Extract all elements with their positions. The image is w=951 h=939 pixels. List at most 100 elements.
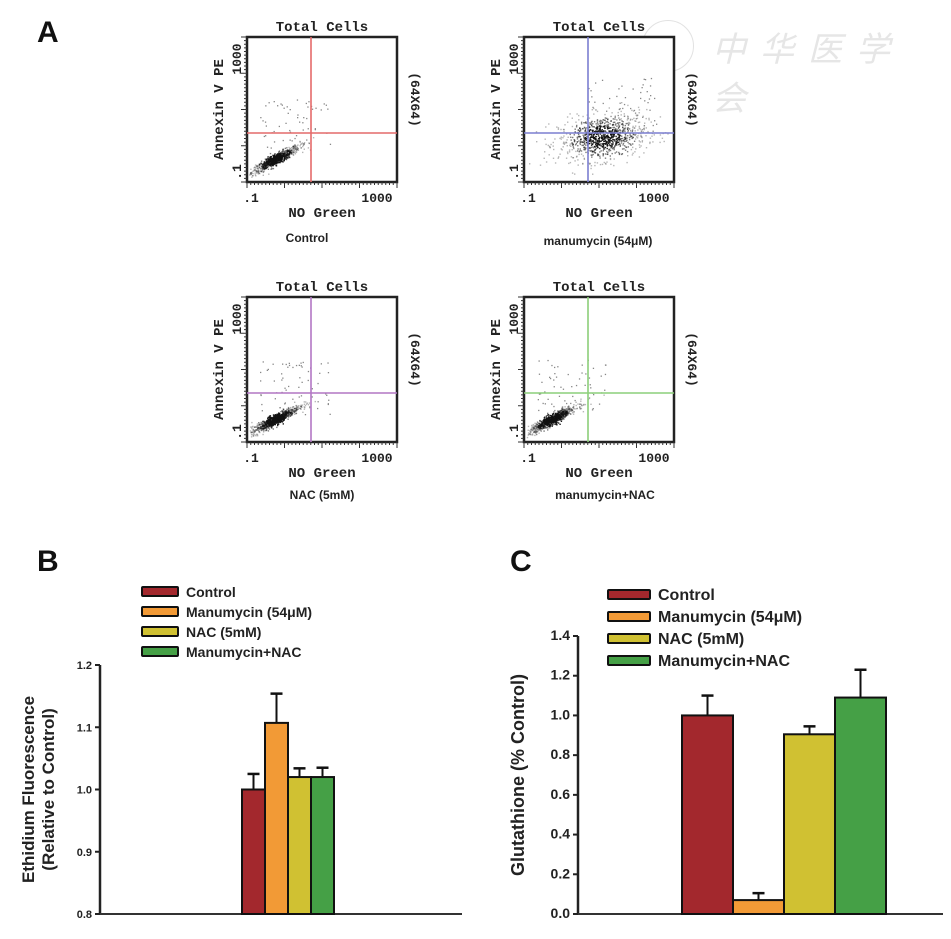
data-point	[281, 421, 284, 423]
data-point	[574, 160, 576, 162]
data-point	[306, 139, 308, 141]
data-point	[305, 403, 308, 405]
data-point	[258, 167, 260, 169]
data-point	[302, 129, 304, 131]
data-point	[260, 160, 263, 162]
data-point	[286, 408, 288, 410]
data-point	[261, 428, 263, 430]
data-point	[532, 428, 535, 430]
data-point	[533, 428, 535, 430]
data-point	[534, 425, 536, 427]
data-point	[327, 372, 330, 374]
data-point	[258, 166, 261, 169]
data-point	[637, 114, 639, 116]
data-point	[284, 387, 286, 389]
data-point	[597, 146, 599, 149]
data-point	[284, 158, 287, 160]
data-point	[267, 156, 269, 158]
data-point	[282, 411, 284, 413]
data-point	[568, 149, 571, 151]
data-point	[559, 411, 561, 413]
data-point	[612, 148, 614, 150]
data-point	[624, 97, 627, 99]
data-point	[627, 122, 629, 125]
data-point	[593, 134, 595, 136]
data-point	[602, 130, 605, 132]
data-point	[580, 121, 583, 123]
data-point	[281, 379, 283, 381]
data-point	[627, 155, 629, 157]
data-point	[282, 148, 285, 150]
data-point	[309, 407, 311, 409]
data-point	[611, 145, 613, 147]
data-point	[613, 133, 615, 136]
data-point	[302, 122, 304, 124]
data-point	[258, 427, 261, 429]
data-point	[539, 393, 542, 395]
data-point	[563, 143, 566, 145]
data-point	[608, 130, 610, 132]
data-point	[264, 164, 266, 167]
y-tick-label: 1.2	[551, 667, 571, 683]
data-point	[594, 101, 596, 103]
data-point	[300, 405, 302, 408]
data-point	[285, 416, 287, 418]
data-point	[261, 165, 263, 167]
data-point	[606, 126, 608, 128]
data-point	[289, 109, 291, 111]
data-point	[563, 418, 565, 420]
legend-swatch	[607, 589, 651, 600]
data-point	[630, 136, 632, 138]
data-point	[590, 142, 592, 144]
data-point	[271, 426, 273, 428]
data-point	[285, 363, 287, 366]
data-point	[613, 135, 615, 137]
data-point	[577, 150, 579, 152]
data-point	[603, 135, 605, 138]
data-point	[280, 103, 282, 105]
data-point	[294, 413, 296, 415]
data-point	[327, 108, 329, 110]
data-point	[288, 153, 291, 155]
data-point	[291, 411, 293, 413]
data-point	[607, 127, 610, 130]
data-point	[280, 411, 282, 413]
data-point	[256, 164, 258, 167]
data-point	[650, 95, 652, 97]
data-point	[591, 143, 593, 146]
data-point	[529, 430, 531, 432]
data-point	[300, 147, 302, 149]
data-point	[274, 421, 276, 423]
data-point	[260, 427, 262, 429]
data-point	[640, 134, 642, 137]
data-point	[265, 125, 267, 127]
data-point	[617, 136, 620, 139]
data-point	[599, 119, 602, 122]
data-point	[264, 164, 267, 166]
data-point	[617, 133, 619, 136]
data-point	[278, 416, 280, 419]
data-point	[288, 410, 290, 413]
data-point	[559, 137, 561, 140]
data-point	[538, 432, 540, 434]
data-point	[284, 403, 286, 405]
data-point	[627, 130, 629, 132]
data-point	[621, 137, 624, 140]
data-point	[533, 428, 535, 430]
data-point	[256, 165, 258, 167]
data-point	[259, 163, 261, 165]
data-point	[576, 138, 579, 140]
data-point	[311, 388, 313, 390]
data-point	[271, 164, 274, 167]
data-point	[652, 124, 654, 127]
data-point	[588, 117, 591, 119]
data-point	[569, 408, 571, 410]
data-point	[595, 147, 598, 149]
data-point	[536, 430, 538, 433]
data-point	[589, 123, 591, 126]
data-point	[649, 141, 651, 143]
data-point	[602, 144, 604, 146]
data-point	[295, 145, 297, 148]
data-point	[541, 427, 543, 430]
